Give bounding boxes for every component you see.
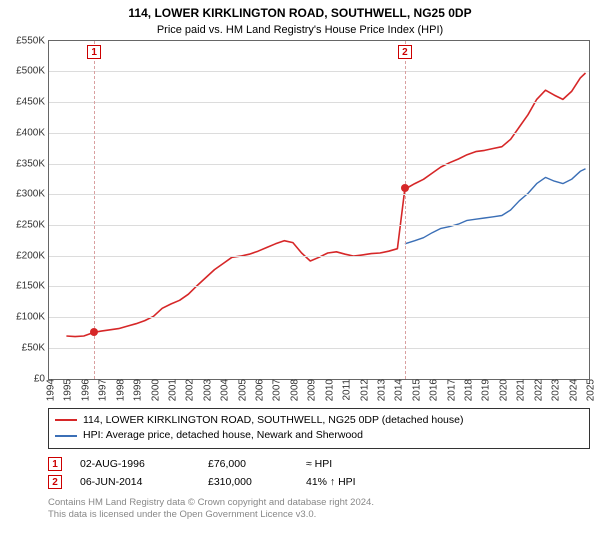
series-line	[66, 73, 585, 337]
y-axis-label: £500K	[16, 66, 49, 77]
x-axis-label: 2017	[442, 379, 457, 401]
legend-box: 114, LOWER KIRKLINGTON ROAD, SOUTHWELL, …	[48, 408, 590, 450]
gridline	[49, 256, 589, 257]
legend-label: HPI: Average price, detached house, Newa…	[83, 428, 363, 444]
sale-row-marker: 1	[48, 457, 62, 471]
x-axis-label: 2024	[564, 379, 579, 401]
y-axis-label: £550K	[16, 35, 49, 46]
gridline	[49, 194, 589, 195]
x-axis-label: 2003	[198, 379, 213, 401]
sale-point	[401, 184, 409, 192]
x-axis-label: 2011	[338, 379, 353, 401]
sale-row: 2 06-JUN-2014 £310,000 41% ↑ HPI	[48, 473, 590, 491]
x-axis-label: 2015	[407, 379, 422, 401]
plot-area: £0£50K£100K£150K£200K£250K£300K£350K£400…	[48, 40, 590, 380]
x-axis-label: 2002	[181, 379, 196, 401]
x-axis-label: 1998	[111, 379, 126, 401]
x-axis-label: 1997	[94, 379, 109, 401]
x-axis-label: 2004	[216, 379, 231, 401]
gridline	[49, 348, 589, 349]
x-axis-label: 2005	[233, 379, 248, 401]
gridline	[49, 102, 589, 103]
x-axis-label: 2020	[494, 379, 509, 401]
x-axis-label: 2008	[285, 379, 300, 401]
sale-vs-hpi: 41% ↑ HPI	[306, 476, 406, 488]
series-line	[405, 168, 586, 243]
x-axis-label: 2025	[582, 379, 597, 401]
sale-price: £310,000	[208, 476, 288, 488]
chart-subtitle: Price paid vs. HM Land Registry's House …	[0, 22, 600, 40]
y-axis-label: £400K	[16, 127, 49, 138]
footer-line: Contains HM Land Registry data © Crown c…	[48, 497, 590, 509]
y-axis-label: £300K	[16, 189, 49, 200]
y-axis-label: £450K	[16, 97, 49, 108]
gridline	[49, 164, 589, 165]
y-axis-label: £150K	[16, 281, 49, 292]
gridline	[49, 71, 589, 72]
x-axis-label: 2000	[146, 379, 161, 401]
footer-line: This data is licensed under the Open Gov…	[48, 509, 590, 521]
x-axis-label: 2018	[460, 379, 475, 401]
x-axis-label: 2010	[320, 379, 335, 401]
legend-swatch	[55, 435, 77, 437]
x-axis-label: 2006	[251, 379, 266, 401]
y-axis-label: £50K	[22, 342, 49, 353]
sale-marker-box: 2	[398, 45, 412, 59]
x-axis-label: 2013	[372, 379, 387, 401]
x-axis-label: 2007	[268, 379, 283, 401]
y-axis-label: £100K	[16, 312, 49, 323]
sale-point	[90, 328, 98, 336]
x-axis-label: 1994	[42, 379, 57, 401]
chart-title: 114, LOWER KIRKLINGTON ROAD, SOUTHWELL, …	[0, 0, 600, 22]
x-axis-label: 1996	[76, 379, 91, 401]
chart-container: 114, LOWER KIRKLINGTON ROAD, SOUTHWELL, …	[0, 0, 600, 560]
sale-row-marker: 2	[48, 475, 62, 489]
legend-label: 114, LOWER KIRKLINGTON ROAD, SOUTHWELL, …	[83, 413, 463, 429]
y-axis-label: £200K	[16, 250, 49, 261]
gridline	[49, 133, 589, 134]
gridline	[49, 225, 589, 226]
x-axis-label: 2023	[547, 379, 562, 401]
sale-price: £76,000	[208, 458, 288, 470]
x-axis-label: 1999	[129, 379, 144, 401]
gridline	[49, 286, 589, 287]
x-axis-label: 2014	[390, 379, 405, 401]
attribution-footer: Contains HM Land Registry data © Crown c…	[48, 497, 590, 522]
sale-marker-box: 1	[87, 45, 101, 59]
x-axis-label: 2022	[529, 379, 544, 401]
sales-table: 1 02-AUG-1996 £76,000 ≈ HPI 2 06-JUN-2014 £310…	[48, 455, 590, 491]
sale-marker-line	[405, 41, 406, 379]
y-axis-label: £350K	[16, 158, 49, 169]
sale-date: 06-JUN-2014	[80, 476, 190, 488]
legend-item: HPI: Average price, detached house, Newa…	[55, 428, 583, 444]
x-axis-label: 2019	[477, 379, 492, 401]
x-axis-label: 2021	[512, 379, 527, 401]
x-axis-label: 1995	[59, 379, 74, 401]
x-axis-label: 2009	[303, 379, 318, 401]
x-axis-label: 2016	[425, 379, 440, 401]
legend-swatch	[55, 419, 77, 421]
gridline	[49, 317, 589, 318]
legend-item: 114, LOWER KIRKLINGTON ROAD, SOUTHWELL, …	[55, 413, 583, 429]
sale-row: 1 02-AUG-1996 £76,000 ≈ HPI	[48, 455, 590, 473]
x-axis-label: 2012	[355, 379, 370, 401]
x-axis-label: 2001	[163, 379, 178, 401]
y-axis-label: £250K	[16, 219, 49, 230]
sale-date: 02-AUG-1996	[80, 458, 190, 470]
line-plot-svg	[49, 41, 589, 379]
sale-vs-hpi: ≈ HPI	[306, 458, 406, 470]
